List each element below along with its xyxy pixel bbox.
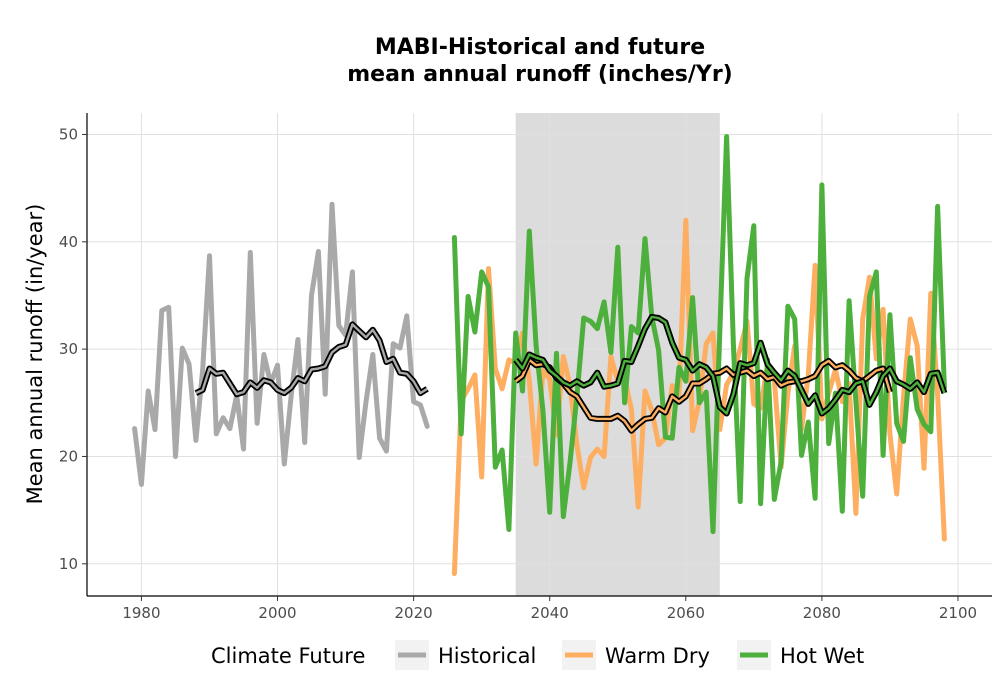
moving-average-line-warm-dry	[514, 358, 892, 432]
y-tick-label-30: 30	[59, 340, 78, 358]
x-tick-label-2040: 2040	[531, 604, 569, 622]
series-line-hot-wet	[451, 134, 947, 535]
x-tick-label-2060: 2060	[667, 604, 705, 622]
x-tick-label-2000: 2000	[258, 604, 296, 622]
series-lines	[132, 134, 947, 576]
legend-label-hot-wet: Hot Wet	[780, 644, 864, 668]
y-axis-title: Mean annual runoff (in/year)	[23, 204, 47, 505]
x-tick-label-2020: 2020	[395, 604, 433, 622]
y-tick-label-20: 20	[59, 447, 78, 465]
grid-lines	[87, 113, 992, 596]
y-tick-label-40: 40	[59, 233, 78, 251]
series-line-historical	[132, 201, 430, 487]
legend: Climate Future Historical Warm Dry Hot Wet	[211, 640, 864, 670]
axes	[82, 113, 992, 601]
x-tick-label-2080: 2080	[803, 604, 841, 622]
moving-average-line-hot-wet	[514, 315, 946, 415]
moving-average-lines	[194, 313, 948, 434]
tick-labels: 1980 2000 2020 2040 2060 2080 2100 10 20 30 40 50	[59, 125, 977, 622]
legend-label-warm-dry: Warm Dry	[605, 644, 710, 668]
legend-title: Climate Future	[211, 644, 365, 668]
y-tick-label-10: 10	[59, 555, 78, 573]
y-tick-label-50: 50	[59, 125, 78, 143]
chart-title-line2: mean annual runoff (inches/Yr)	[347, 62, 733, 87]
legend-label-historical: Historical	[438, 644, 536, 668]
chart-title-line1: MABI-Historical and future	[375, 35, 705, 60]
x-tick-label-2100: 2100	[939, 604, 977, 622]
moving-average-line-historical	[195, 323, 428, 396]
x-tick-label-1980: 1980	[122, 604, 160, 622]
